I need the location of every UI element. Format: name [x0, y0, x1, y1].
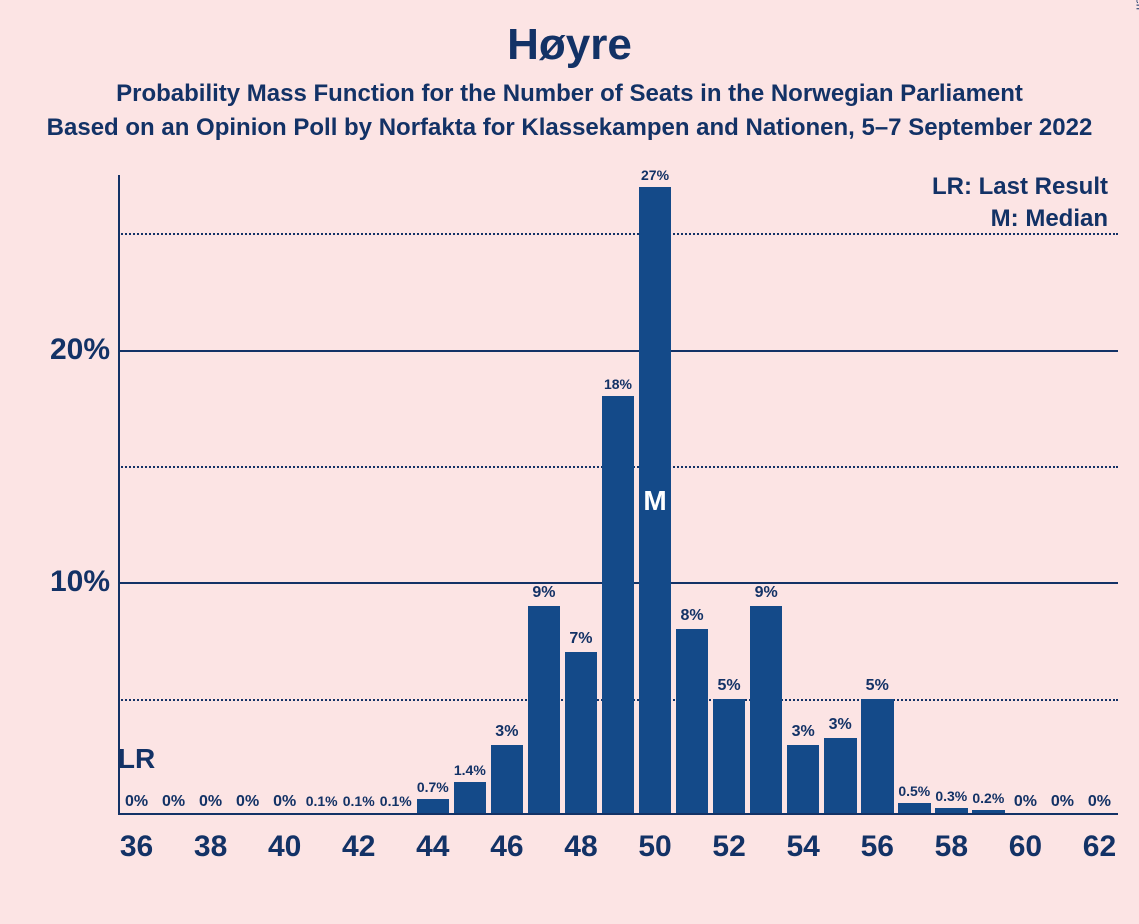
bars-container: 0%0%0%0%0%0.1%0.1%0.1%0.7%1.4%3%9%7%18%2…: [118, 175, 1118, 815]
x-axis-tick-label: 56: [861, 830, 894, 864]
median-marker: M: [639, 485, 672, 517]
x-axis-tick-label: 48: [564, 830, 597, 864]
x-axis-tick-label: 50: [638, 830, 671, 864]
x-axis-tick-label: 36: [120, 830, 153, 864]
x-axis-tick-label: 52: [712, 830, 745, 864]
chart-title: Høyre: [0, 0, 1139, 70]
bar: 9%: [750, 606, 783, 815]
bar-value-label: 7%: [562, 630, 599, 648]
bar: 3%: [824, 738, 857, 815]
bar: 9%: [528, 606, 561, 815]
bar-value-label: 5%: [859, 677, 896, 695]
x-axis-tick-label: 54: [786, 830, 819, 864]
bar-value-label: 0%: [1044, 793, 1081, 811]
bar-value-label: 0%: [155, 793, 192, 811]
y-axis: [118, 175, 120, 815]
bar: 7%: [565, 652, 598, 815]
x-axis-tick-label: 46: [490, 830, 523, 864]
bar-value-label: 0.2%: [970, 790, 1007, 806]
bar: 3%: [491, 745, 524, 815]
bar-value-label: 0%: [118, 793, 155, 811]
bar-value-label: 1.4%: [451, 762, 488, 778]
lr-marker: LR: [118, 743, 155, 775]
bar: 1.4%: [454, 782, 487, 815]
chart-subtitle-2: Based on an Opinion Poll by Norfakta for…: [0, 114, 1139, 142]
x-axis-tick-label: 40: [268, 830, 301, 864]
bar: 27%M: [639, 187, 672, 815]
x-axis: [118, 813, 1118, 815]
copyright-text: © 2025 Filip van Laenen: [1133, 0, 1139, 10]
y-axis-label: 10%: [50, 565, 110, 599]
x-axis-tick-label: 58: [935, 830, 968, 864]
chart-subtitle-1: Probability Mass Function for the Number…: [0, 80, 1139, 108]
bar-value-label: 0.7%: [414, 779, 451, 795]
bar-value-label: 0%: [1081, 793, 1118, 811]
bar-value-label: 0.1%: [377, 793, 414, 809]
bar-value-label: 0.5%: [896, 783, 933, 799]
bar-value-label: 9%: [748, 584, 785, 602]
bar-value-label: 0.1%: [303, 793, 340, 809]
x-axis-tick-label: 42: [342, 830, 375, 864]
bar-value-label: 9%: [525, 584, 562, 602]
bar: 5%: [861, 699, 894, 815]
bar-value-label: 0.3%: [933, 788, 970, 804]
bar-value-label: 3%: [822, 716, 859, 734]
bar-value-label: 0%: [1007, 793, 1044, 811]
bar: 18%: [602, 396, 635, 815]
chart-plot-area: LR: Last Result M: Median 0%0%0%0%0%0.1%…: [118, 175, 1118, 815]
bar-value-label: 0%: [192, 793, 229, 811]
bar: 8%: [676, 629, 709, 815]
bar-value-label: 27%: [637, 167, 674, 183]
x-axis-tick-label: 60: [1009, 830, 1042, 864]
x-axis-tick-label: 38: [194, 830, 227, 864]
bar-value-label: 18%: [599, 376, 636, 392]
bar-value-label: 0.1%: [340, 793, 377, 809]
bar-value-label: 0%: [266, 793, 303, 811]
bar-value-label: 3%: [785, 723, 822, 741]
bar: 3%: [787, 745, 820, 815]
bar-value-label: 5%: [711, 677, 748, 695]
x-axis-tick-label: 62: [1083, 830, 1116, 864]
x-axis-tick-label: 44: [416, 830, 449, 864]
bar: 5%: [713, 699, 746, 815]
y-axis-label: 20%: [50, 333, 110, 367]
bar-value-label: 8%: [674, 607, 711, 625]
x-axis-labels: 36 38 40 42 44 46 48 50 52 54 56 58 60 62: [118, 822, 1118, 872]
bar-value-label: 0%: [229, 793, 266, 811]
bar-value-label: 3%: [488, 723, 525, 741]
